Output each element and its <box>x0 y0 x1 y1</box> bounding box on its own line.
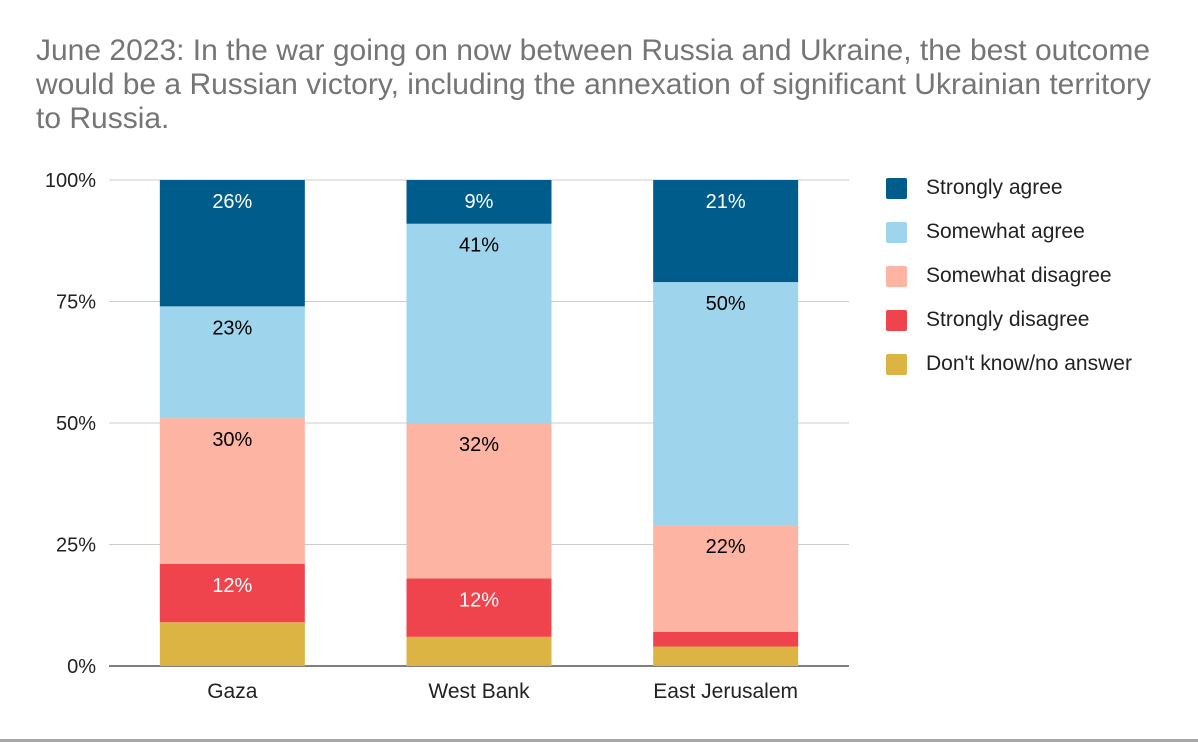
legend-label: Somewhat agree <box>926 220 1085 243</box>
legend-swatch <box>886 353 907 375</box>
legend-swatch <box>886 177 907 199</box>
bar-segment <box>159 563 305 623</box>
bar-segment <box>159 622 305 666</box>
legend-label: Somewhat disagree <box>926 264 1112 287</box>
legend-item: Somewhat agree <box>886 210 1132 254</box>
y-tick-label: 0% <box>67 656 96 678</box>
legend-swatch <box>886 221 907 243</box>
bar-segment <box>653 180 799 283</box>
data-label: 21% <box>706 191 746 213</box>
chart-legend: Strongly agree Somewhat agree Somewhat dis… <box>886 166 1132 386</box>
x-tick-label: East Jerusalem <box>653 680 798 703</box>
data-label: 30% <box>212 429 252 451</box>
chart-title: June 2023: In the war going on now betwe… <box>36 34 1152 135</box>
data-label: 22% <box>706 536 746 558</box>
bar-segment <box>406 180 552 224</box>
bar-segment <box>653 282 799 526</box>
x-tick-label: West Bank <box>428 680 530 703</box>
bar-segment <box>406 578 552 637</box>
bar-segment <box>653 525 799 632</box>
bar-segment <box>653 646 799 666</box>
y-tick-label: 50% <box>56 413 96 435</box>
data-label: 23% <box>212 317 252 339</box>
legend-item: Don't know/no answer <box>886 342 1132 386</box>
legend-swatch <box>886 309 907 331</box>
y-tick-label: 25% <box>56 535 96 557</box>
legend-label: Strongly agree <box>926 176 1063 199</box>
legend-item: Somewhat disagree <box>886 254 1132 298</box>
bar-segment <box>653 631 799 647</box>
bar-segment <box>159 180 305 307</box>
y-tick-label: 100% <box>45 170 96 192</box>
legend-label: Don't know/no answer <box>926 352 1132 375</box>
y-tick-label: 75% <box>56 292 96 314</box>
legend-item: Strongly disagree <box>886 298 1132 342</box>
data-label: 32% <box>459 434 499 456</box>
data-label: 26% <box>212 191 252 213</box>
bottom-divider <box>0 739 1198 742</box>
bar-segment <box>406 636 552 666</box>
legend-item: Strongly agree <box>886 166 1132 210</box>
bar-segment <box>406 423 552 579</box>
legend-label: Strongly disagree <box>926 308 1090 331</box>
data-label: 12% <box>459 590 499 612</box>
data-label: 9% <box>465 191 494 213</box>
bar-segment <box>159 418 305 564</box>
data-label: 50% <box>706 293 746 315</box>
x-tick-label: Gaza <box>207 680 258 703</box>
data-label: 41% <box>459 235 499 257</box>
legend-swatch <box>886 265 907 287</box>
data-label: 12% <box>212 575 252 597</box>
bar-segment <box>159 306 305 419</box>
bar-segment <box>406 223 552 423</box>
